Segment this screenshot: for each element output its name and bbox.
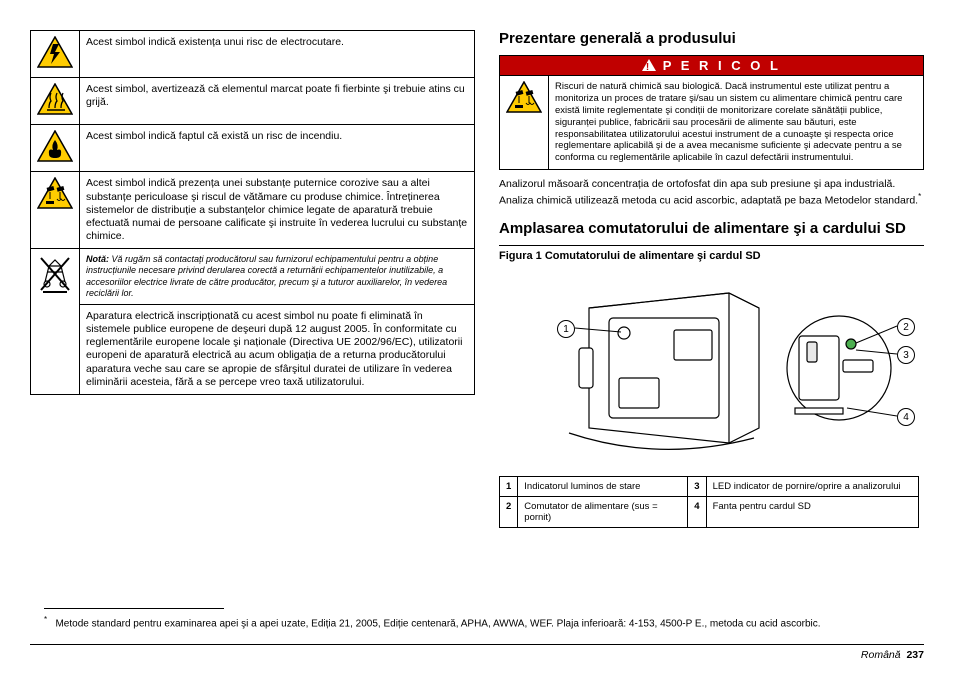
- figure-caption: Figura 1 Comutatorului de alimentare şi …: [499, 245, 924, 262]
- right-column: Prezentare generală a produsului ! P E R…: [499, 30, 924, 590]
- figure-legend: 1 Indicatorul luminos de stare 3 LED ind…: [499, 476, 919, 528]
- overview-paragraph: Analizorul măsoară concentrația de ortof…: [499, 178, 924, 208]
- legend-4-text: Fanta pentru cardul SD: [706, 496, 918, 527]
- text-electrocution: Acest simbol indică existența unui risc …: [80, 31, 475, 78]
- footer-page-number: 237: [906, 649, 924, 661]
- footnote-mark: *: [44, 615, 47, 624]
- callout-4: 4: [897, 408, 915, 426]
- legend-2-text: Comutator de alimentare (sus = pornit): [518, 496, 688, 527]
- text-corrosive: Acest simbol indică prezența unei substa…: [80, 172, 475, 249]
- footnote-ref: *: [918, 192, 921, 201]
- danger-icon: [500, 76, 549, 170]
- text-weee-note: Notă: Vă rugăm să contactați producătoru…: [80, 249, 475, 305]
- legend-3-num: 3: [688, 476, 706, 496]
- svg-text:!: !: [646, 62, 652, 71]
- page-footer: Română 237: [30, 644, 924, 661]
- icon-hot-surface: [31, 78, 80, 125]
- heading-overview: Prezentare generală a produsului: [499, 30, 924, 47]
- text-fire-risk: Acest simbol indică faptul că există un …: [80, 125, 475, 172]
- text-hot-surface: Acest simbol, avertizează că elementul m…: [80, 78, 475, 125]
- footnote-text: Metode standard pentru examinarea apei ş…: [55, 618, 820, 629]
- danger-header: ! P E R I C O L: [500, 56, 924, 76]
- footnote: * Metode standard pentru examinarea apei…: [30, 615, 924, 630]
- callout-3: 3: [897, 346, 915, 364]
- callout-2: 2: [897, 318, 915, 336]
- warning-symbols-table: Acest simbol indică existența unui risc …: [30, 30, 475, 395]
- figure-1: 1 2 3 4: [499, 268, 919, 468]
- legend-4-num: 4: [688, 496, 706, 527]
- icon-weee: [31, 249, 80, 395]
- danger-box: ! P E R I C O L Riscuri de natură chimic…: [499, 55, 924, 170]
- note-text: Vă rugăm să contactați producătorul sau …: [86, 254, 447, 298]
- note-label: Notă:: [86, 254, 109, 264]
- icon-fire-risk: [31, 125, 80, 172]
- icon-electrocution: [31, 31, 80, 78]
- heading-placement: Amplasarea comutatorului de alimentare ş…: [499, 220, 924, 237]
- text-weee-para: Aparatura electrică inscripționată cu ac…: [80, 305, 475, 395]
- footer-language: Română: [861, 649, 901, 661]
- legend-2-num: 2: [500, 496, 518, 527]
- icon-corrosive: [31, 172, 80, 249]
- legend-3-text: LED indicator de pornire/oprire a analiz…: [706, 476, 918, 496]
- legend-1-text: Indicatorul luminos de stare: [518, 476, 688, 496]
- danger-text: Riscuri de natură chimică sau biologică.…: [549, 76, 924, 170]
- callout-1: 1: [557, 320, 575, 338]
- footnote-separator: [44, 608, 224, 609]
- legend-1-num: 1: [500, 476, 518, 496]
- left-column: Acest simbol indică existența unui risc …: [30, 30, 475, 590]
